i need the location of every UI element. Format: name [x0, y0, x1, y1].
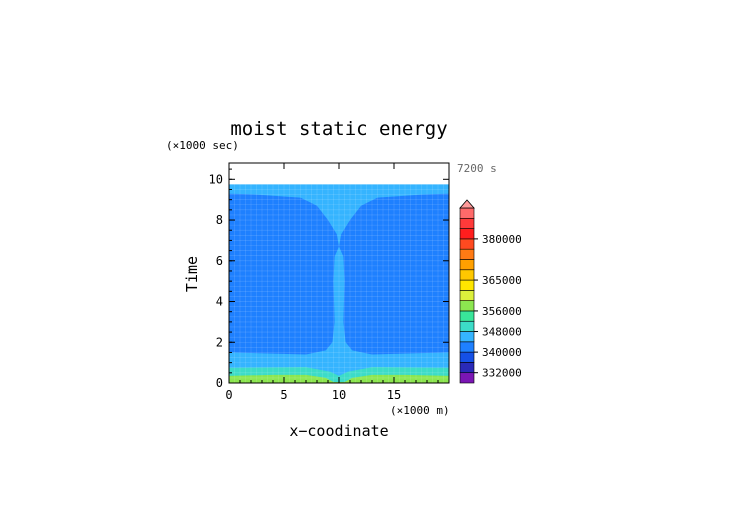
y-tick-label: 0 — [216, 376, 223, 390]
region-344000 — [229, 184, 449, 383]
time-label: 7200 s — [457, 162, 497, 175]
colorbar-segment — [459, 207, 475, 219]
colorbar-segment — [459, 279, 475, 291]
y-tick-label: 8 — [216, 213, 223, 227]
colorbar-segment — [459, 300, 475, 312]
colorbar-segment — [459, 259, 475, 271]
colorbar-extend-triangle — [459, 199, 475, 209]
y-tick-label: 2 — [216, 335, 223, 349]
x-tick-label: 10 — [332, 388, 346, 402]
colorbar-segment — [459, 362, 475, 374]
y-tick-label: 6 — [216, 254, 223, 268]
colorbar-label: 365000 — [482, 274, 522, 287]
colorbar-segment — [459, 228, 475, 240]
x-axis-unit: (×1000 m) — [390, 404, 450, 417]
colorbar-segment — [459, 217, 475, 229]
x-axis: 0 5 10 15 — [225, 163, 439, 402]
colorbar-segment — [459, 341, 475, 353]
y-axis-label: Time — [183, 256, 201, 292]
colorbar-segment — [459, 290, 475, 301]
colorbar-label: 356000 — [482, 305, 522, 318]
colorbar: 332000 340000 348000 356000 365000 380000 — [459, 199, 522, 384]
grid-lines — [229, 184, 449, 383]
colorbar-label: 380000 — [482, 233, 522, 246]
colorbar-segment — [459, 331, 475, 343]
colorbar-label: 332000 — [482, 367, 522, 380]
colorbar-label: 348000 — [482, 326, 522, 339]
colorbar-segment — [459, 320, 475, 332]
y-axis-unit: (×1000 sec) — [166, 139, 239, 152]
colorbar-segment — [459, 351, 475, 363]
x-tick-label: 15 — [387, 388, 401, 402]
x-tick-label: 5 — [280, 388, 287, 402]
x-tick-label: 0 — [225, 388, 232, 402]
colorbar-segment — [459, 269, 475, 281]
chart-title: moist static energy — [230, 118, 447, 140]
x-axis-label: x−coodinate — [289, 422, 388, 440]
colorbar-segment — [459, 248, 475, 260]
colorbar-segment — [459, 372, 475, 384]
y-axis: 0 2 4 6 8 10 — [209, 168, 449, 390]
colorbar-segment — [459, 310, 475, 322]
y-tick-label: 10 — [209, 172, 223, 186]
y-tick-label: 4 — [216, 295, 223, 309]
colorbar-segment — [459, 238, 475, 250]
colorbar-label: 340000 — [482, 346, 522, 359]
